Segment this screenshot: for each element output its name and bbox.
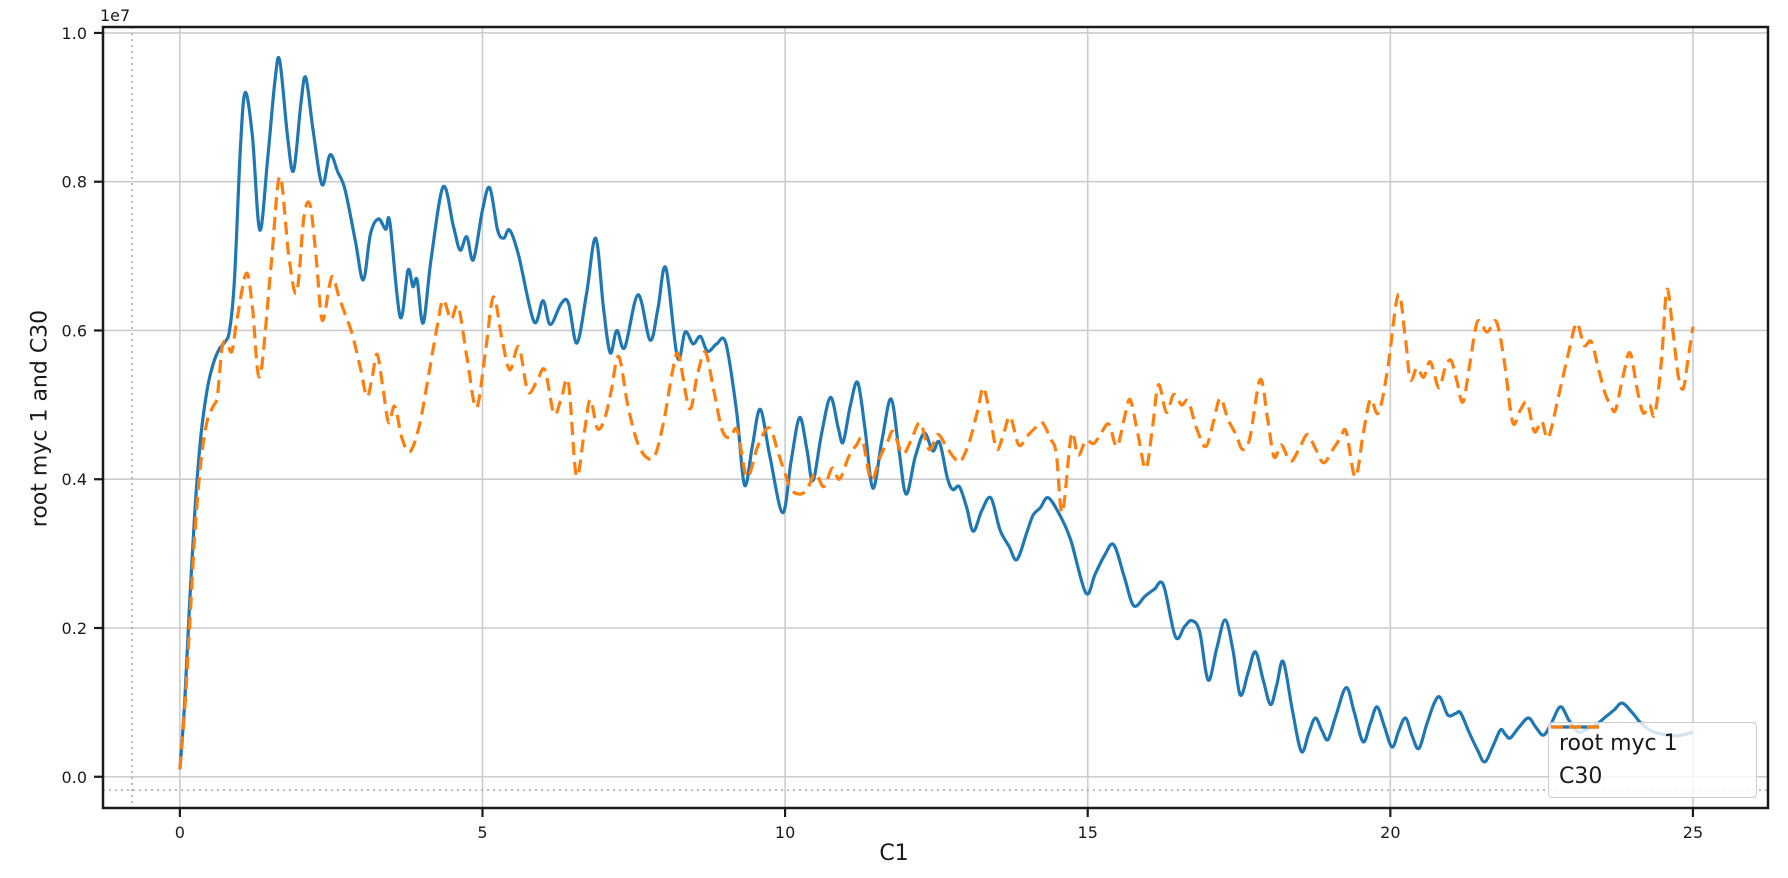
y-tick-label: 0.2 [62,619,87,638]
legend-entry-root-myc-1: root myc 1 [1551,725,1748,760]
y-tick-label: 1.0 [62,24,87,43]
legend: root myc 1 C30 [1548,722,1757,798]
y-tick-label: 0.8 [62,173,87,192]
legend-entry-c30: C30 [1551,725,1748,793]
y-axis-label: root myc 1 and C30 [27,309,53,528]
x-tick-label: 15 [1078,823,1098,842]
axes-spines [101,25,1770,810]
x-axis-label: C1 [879,841,909,866]
legend-line-dashed-icon [1551,725,1599,729]
x-tick-label: 20 [1380,823,1400,842]
legend-label: root myc 1 [1559,730,1678,756]
legend-label: C30 [1559,763,1603,789]
y-axis-offset-text: 1e7 [100,6,131,25]
x-tick-label: 25 [1683,823,1703,842]
series-line-c30 [178,174,1695,770]
x-tick-label: 5 [477,823,487,842]
x-tick-label: 0 [175,823,185,842]
y-tick-label: 0.4 [62,470,87,489]
x-tick-label: 10 [775,823,795,842]
series-line-root-myc-1 [178,55,1694,770]
y-tick-label: 0.6 [62,321,87,340]
y-tick-label: 0.0 [62,768,87,787]
